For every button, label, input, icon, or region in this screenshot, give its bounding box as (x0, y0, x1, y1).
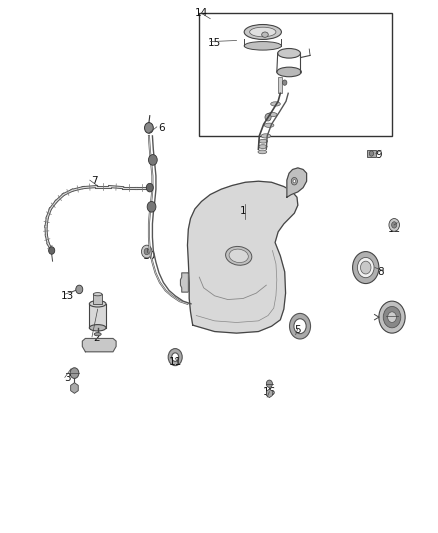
Text: 11: 11 (169, 358, 182, 367)
Circle shape (383, 306, 401, 328)
Bar (89, 304, 106, 328)
Circle shape (146, 183, 153, 192)
Text: 13: 13 (61, 291, 74, 301)
Circle shape (389, 219, 399, 231)
Circle shape (49, 247, 55, 254)
Text: 14: 14 (195, 9, 208, 18)
Ellipse shape (93, 293, 102, 296)
Circle shape (70, 368, 79, 378)
Text: 15: 15 (208, 38, 221, 47)
Polygon shape (287, 168, 307, 197)
Circle shape (357, 257, 374, 278)
Text: 4: 4 (391, 318, 398, 327)
Circle shape (283, 80, 287, 85)
Bar (367, 150, 376, 157)
Text: 8: 8 (378, 267, 385, 277)
Circle shape (145, 123, 153, 133)
Ellipse shape (226, 246, 252, 265)
Circle shape (379, 301, 405, 333)
Polygon shape (82, 338, 116, 352)
Polygon shape (187, 181, 298, 333)
Circle shape (147, 201, 156, 212)
Circle shape (388, 312, 396, 322)
Text: 7: 7 (91, 176, 98, 186)
Text: 16: 16 (263, 387, 276, 397)
Text: 6: 6 (159, 123, 166, 133)
Circle shape (168, 349, 182, 366)
Circle shape (360, 261, 371, 274)
Ellipse shape (268, 112, 277, 117)
Text: 12: 12 (388, 224, 401, 234)
Ellipse shape (89, 325, 106, 331)
Ellipse shape (278, 49, 300, 58)
Circle shape (144, 248, 149, 255)
Circle shape (266, 380, 272, 387)
Ellipse shape (244, 42, 281, 50)
Text: 10: 10 (142, 251, 155, 261)
Ellipse shape (258, 150, 267, 154)
Circle shape (265, 114, 271, 121)
Text: 1: 1 (240, 206, 247, 215)
Ellipse shape (244, 25, 281, 39)
Circle shape (291, 177, 297, 185)
Polygon shape (180, 273, 188, 292)
Ellipse shape (261, 32, 268, 37)
Ellipse shape (259, 140, 268, 143)
Ellipse shape (94, 333, 101, 336)
Ellipse shape (271, 102, 280, 106)
Circle shape (294, 319, 306, 334)
Circle shape (172, 353, 179, 361)
Ellipse shape (229, 249, 248, 263)
Circle shape (293, 180, 296, 183)
Text: 5: 5 (294, 326, 301, 335)
Circle shape (353, 252, 379, 284)
Circle shape (290, 313, 311, 339)
Ellipse shape (277, 67, 301, 77)
Bar (199, 13, 392, 136)
Bar (93, 294, 102, 304)
Ellipse shape (264, 123, 274, 127)
Ellipse shape (89, 301, 106, 307)
Text: 9: 9 (375, 150, 382, 159)
Text: 2: 2 (93, 334, 100, 343)
Circle shape (369, 151, 374, 156)
Circle shape (148, 155, 157, 165)
Circle shape (141, 245, 152, 258)
Text: 3: 3 (64, 374, 71, 383)
Ellipse shape (261, 134, 271, 138)
Circle shape (392, 222, 397, 228)
Ellipse shape (258, 144, 267, 148)
Circle shape (76, 285, 83, 294)
Bar (278, 77, 282, 93)
Ellipse shape (250, 27, 276, 37)
